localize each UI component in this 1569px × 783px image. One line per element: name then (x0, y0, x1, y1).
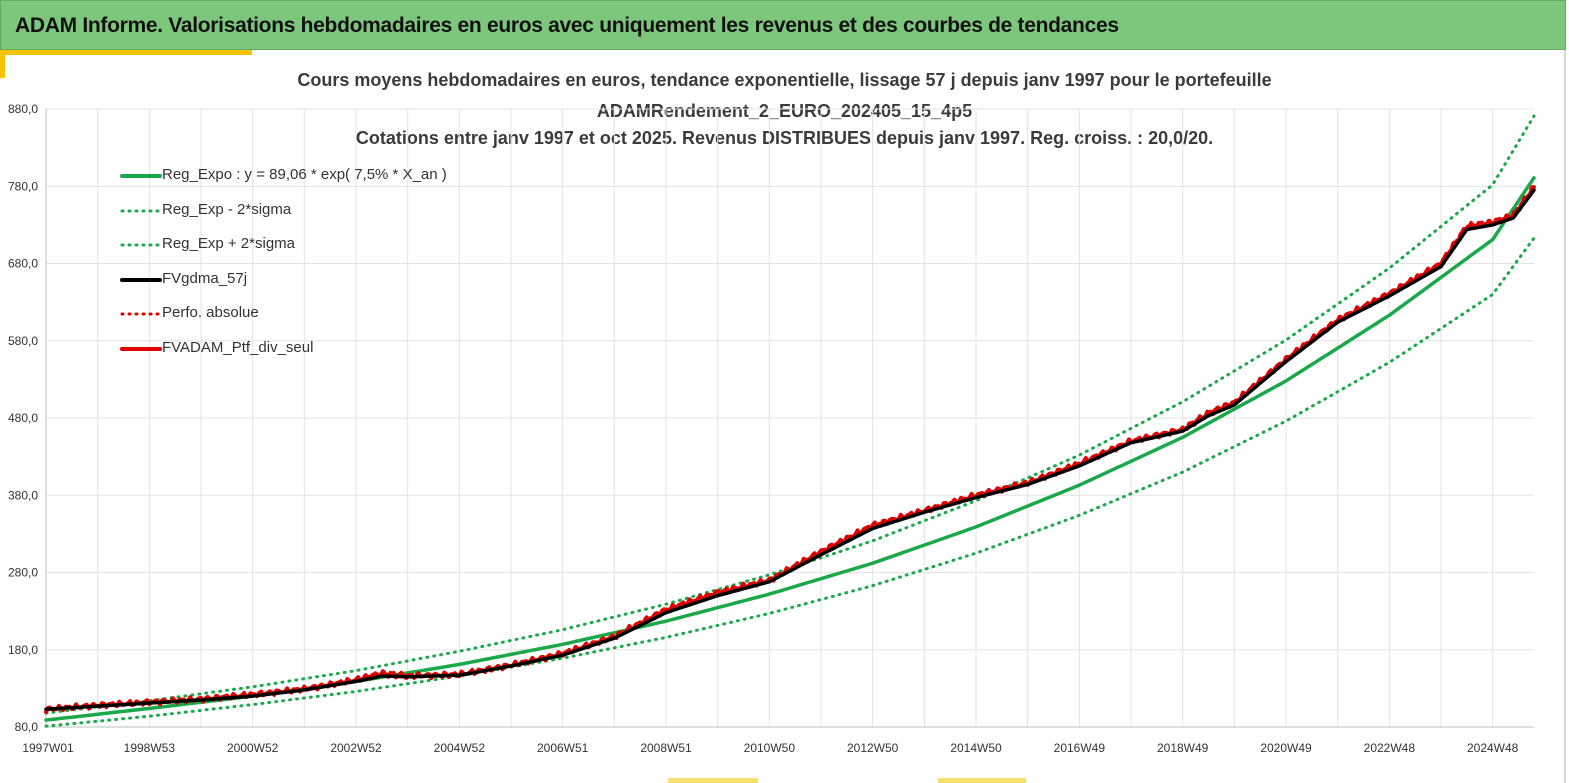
y-tick-label: 280,0 (8, 566, 38, 580)
chart-title-line-3: Cotations entre janv 1997 et oct 2025. R… (355, 128, 1214, 148)
y-tick-label: 480,0 (8, 411, 38, 425)
y-tick-label: 580,0 (8, 334, 38, 348)
y-tick-label: 380,0 (8, 488, 38, 502)
y-tick-label: 80,0 (15, 720, 39, 734)
x-tick-label: 1998W53 (124, 741, 176, 755)
x-tick-label: 2006W51 (537, 741, 589, 755)
legend-swatch-perfo-absolue (120, 312, 162, 316)
chart-title-line-1: Cours moyens hebdomadaires en euros, ten… (297, 70, 1272, 90)
series-line-reg-expo (44, 176, 1536, 722)
legend-item-fvadam: FVADAM_Ptf_div_seul (120, 337, 540, 361)
series-line-reg-exp-minus (44, 236, 1536, 728)
chart-title-line-2: ADAMRendement_2_EURO_202405_15_4p5 (596, 101, 973, 121)
axes (45, 109, 1534, 728)
legend-swatch-fvadam (120, 347, 162, 351)
x-tick-label: 2024W48 (1467, 741, 1519, 755)
series-group (44, 114, 1536, 728)
legend-label-reg-exp-plus: Reg_Exp + 2*sigma (162, 235, 295, 252)
x-tick-label: 2008W51 (640, 741, 692, 755)
legend-label-fvadam: FVADAM_Ptf_div_seul (162, 339, 314, 356)
x-tick-label: 1997W01 (22, 741, 74, 755)
accent-bar-bottom-1 (668, 778, 758, 783)
x-tick-label: 2012W50 (847, 741, 899, 755)
accent-bar-bottom-2 (938, 778, 1026, 783)
accent-bar-top (0, 50, 252, 55)
legend-label-perfo-absolue: Perfo. absolue (162, 304, 259, 321)
x-tick-label: 2002W52 (330, 741, 382, 755)
series-line-fvgdma (44, 188, 1536, 711)
legend-item-reg-exp-minus: Reg_Exp - 2*sigma (120, 199, 540, 223)
x-tick-label: 2020W49 (1260, 741, 1312, 755)
accent-bar-left (0, 50, 5, 78)
legend-swatch-fvgdma (120, 278, 162, 282)
series-line-fvadam (44, 185, 1536, 714)
x-tick-label: 2016W49 (1054, 741, 1106, 755)
legend-label-reg-expo: Reg_Expo : y = 89,06 * exp( 7,5% * X_an … (162, 166, 447, 183)
x-tick-label: 2014W50 (950, 741, 1002, 755)
y-tick-label: 780,0 (8, 179, 38, 193)
x-tick-label: 2018W49 (1157, 741, 1209, 755)
x-tick-label: 2022W48 (1364, 741, 1416, 755)
legend-label-reg-exp-minus: Reg_Exp - 2*sigma (162, 201, 292, 218)
banner-title: ADAM Informe. Valorisations hebdomadaire… (15, 14, 1119, 37)
legend-swatch-reg-expo (120, 174, 162, 178)
legend-item-perfo-absolue: Perfo. absolue (120, 302, 540, 326)
y-tick-label: 180,0 (8, 643, 38, 657)
tick-labels: 80,0 180,0 280,0 380,0 480,0 580,0 680,0 780,0 8… (8, 102, 1519, 755)
x-tick-label: 2004W52 (434, 741, 486, 755)
legend-item-reg-expo: Reg_Expo : y = 89,06 * exp( 7,5% * X_an … (120, 164, 540, 188)
legend-swatch-reg-exp-minus (120, 209, 162, 213)
legend-swatch-reg-exp-plus (120, 243, 162, 247)
y-tick-label: 880,0 (8, 102, 38, 116)
series-line-reg-exp-plus (44, 114, 1536, 715)
legend-item-fvgdma: FVgdma_57j (120, 268, 540, 292)
x-tick-label: 2000W52 (227, 741, 279, 755)
x-tick-label: 2010W50 (744, 741, 796, 755)
frame-edge-right (1564, 50, 1566, 783)
y-tick-label: 680,0 (8, 257, 38, 271)
legend-item-reg-exp-plus: Reg_Exp + 2*sigma (120, 233, 540, 257)
report-banner: ADAM Informe. Valorisations hebdomadaire… (0, 0, 1566, 50)
legend-label-fvgdma: FVgdma_57j (162, 270, 248, 287)
